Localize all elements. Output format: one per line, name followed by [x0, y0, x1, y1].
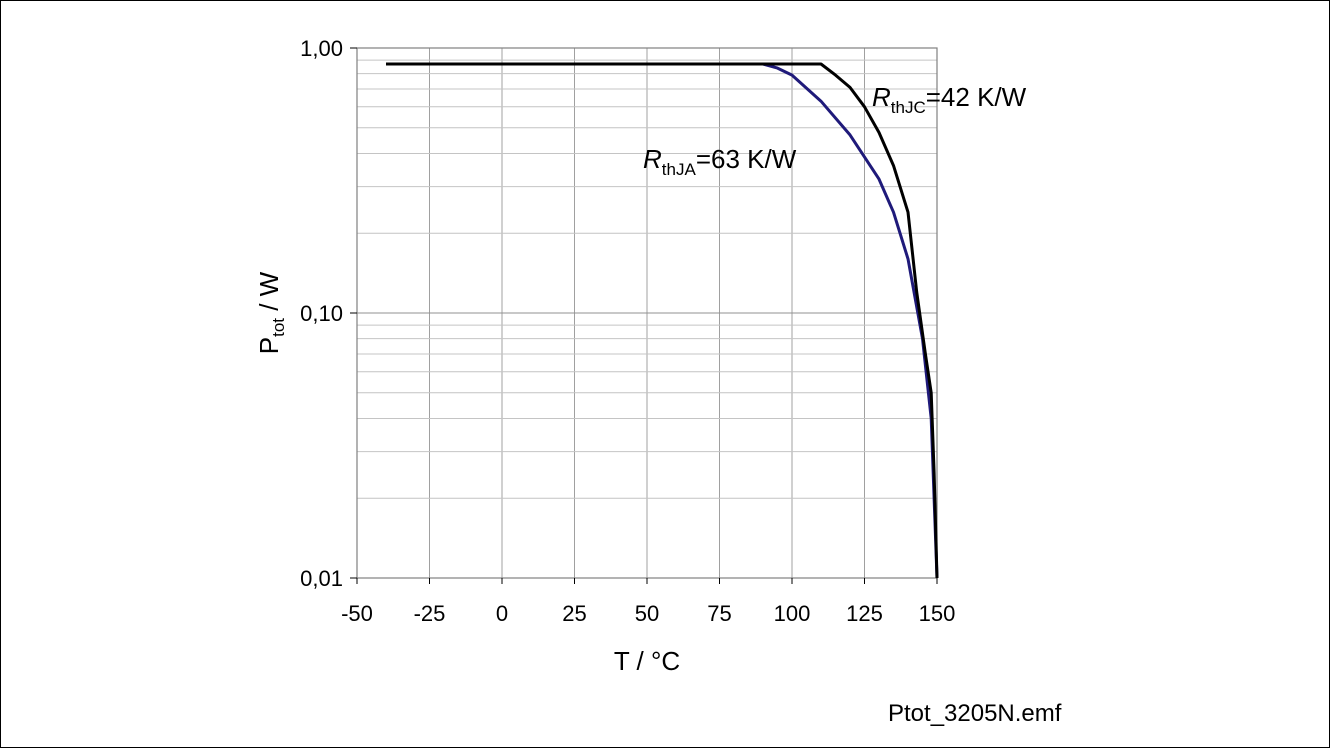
y-axis-title: Ptot / W: [254, 271, 288, 354]
file-name-label: Ptot_3205N.emf: [888, 700, 1062, 727]
x-tick-label: -50: [341, 601, 373, 626]
x-tick-label: 75: [707, 601, 731, 626]
x-tick-label: 25: [562, 601, 586, 626]
grid: [357, 48, 937, 578]
annotation-rthjc-main: R: [872, 82, 891, 112]
annotation-rthja-sub: thJA: [662, 160, 697, 179]
y-axis-title-sub: tot: [269, 318, 288, 337]
x-axis-title: T / °C: [614, 646, 680, 676]
annotation-rthjc-sub: thJC: [891, 98, 926, 117]
axis-ticks: -50 -25 0 25 50 75 100 125 150 0,01 0,10 1,00: [300, 36, 955, 626]
annotation-rthjc-rest: =42 K/W: [926, 82, 1027, 112]
series-line-thjc: [386, 62, 939, 579]
x-tick-label: -25: [414, 601, 446, 626]
y-axis-title-main: P: [254, 337, 284, 354]
x-tick-label: 0: [496, 601, 508, 626]
x-tick-label: 150: [919, 601, 956, 626]
series-layer: [386, 62, 939, 579]
x-tick-label: 50: [635, 601, 659, 626]
y-tick-label: 0,01: [300, 566, 343, 591]
y-tick-label: 0,10: [300, 301, 343, 326]
x-tick-label: 100: [774, 601, 811, 626]
series-line-thja: [386, 62, 939, 579]
y-axis-title-rest: / W: [254, 271, 284, 318]
x-tick-label: 125: [846, 601, 883, 626]
annotation-rthja: RthJA=63 K/W: [643, 144, 797, 179]
annotation-rthja-main: R: [643, 144, 662, 174]
y-tick-label: 1,00: [300, 36, 343, 61]
annotation-rthjc: RthJC=42 K/W: [872, 82, 1027, 117]
annotation-rthja-rest: =63 K/W: [696, 144, 797, 174]
